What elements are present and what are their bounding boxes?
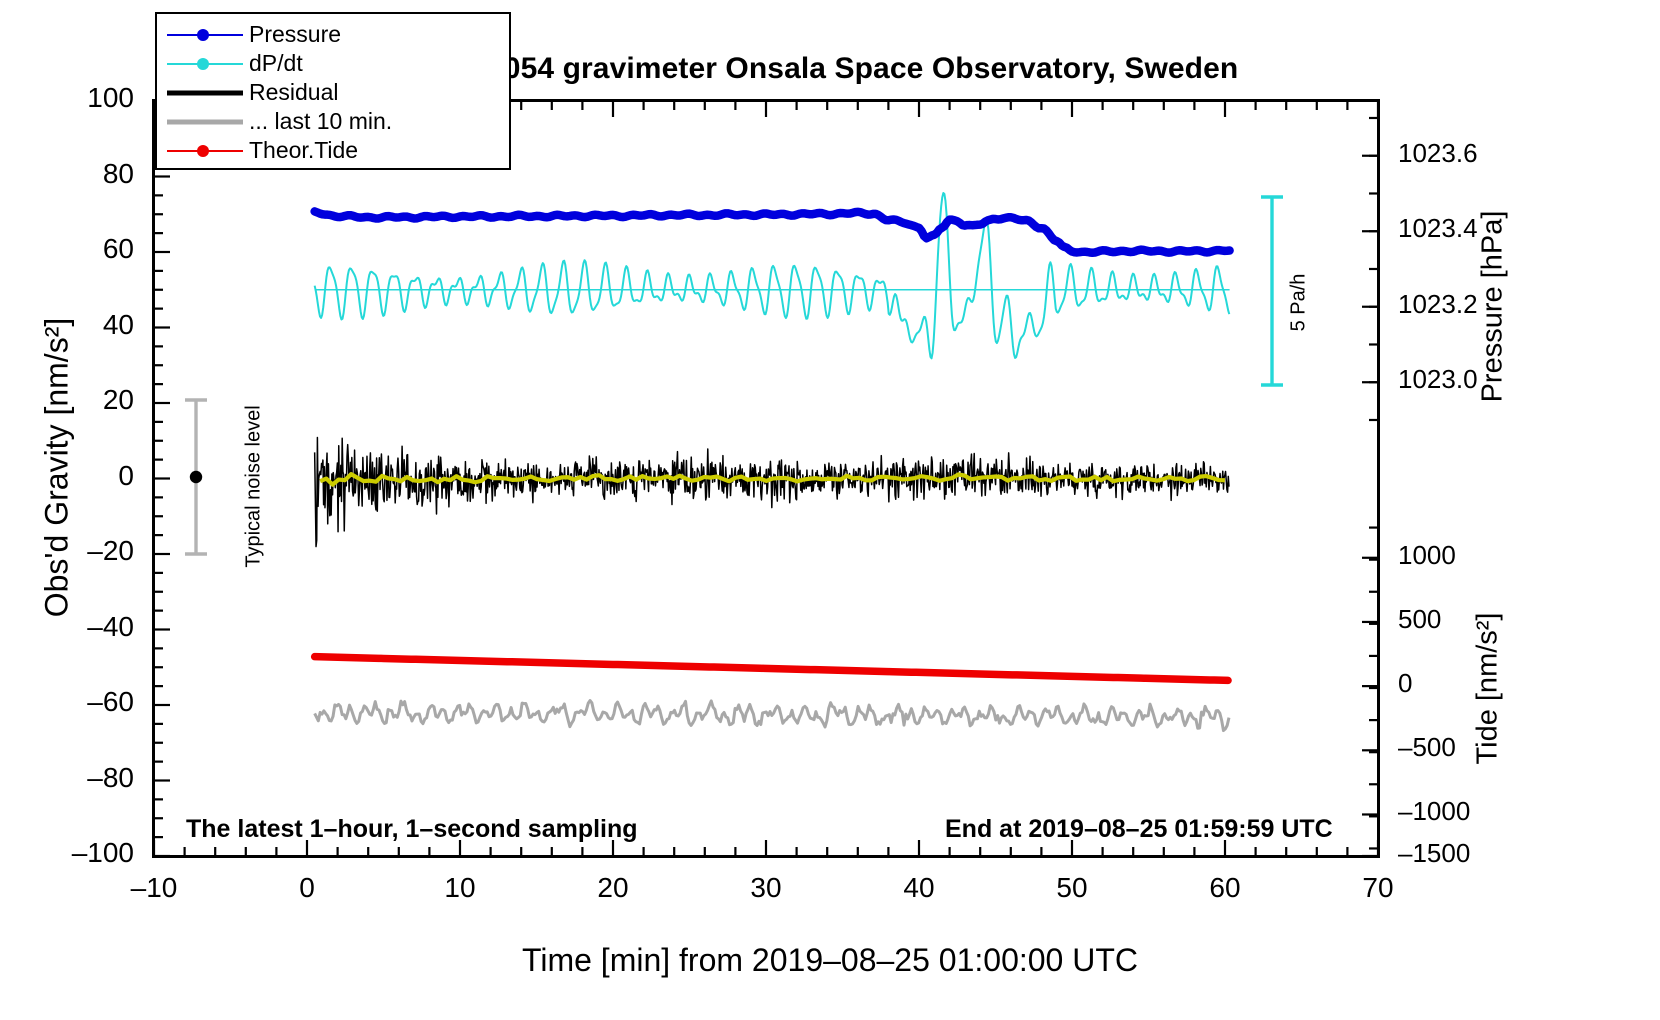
- y-left-tick-label: 20: [102, 384, 134, 415]
- x-tick-label: –10: [130, 872, 178, 903]
- x-tick-label: 0: [299, 872, 315, 903]
- y-left-tick-label: –40: [87, 610, 134, 642]
- pressure-tick-label: 1023.6: [1398, 137, 1478, 168]
- tide-tick-label: –500: [1398, 732, 1456, 763]
- legend-marker-icon: [197, 144, 209, 157]
- plot-frame: [152, 99, 1380, 858]
- tide-tick-label: 1000: [1398, 539, 1456, 570]
- x-axis-ticks: [152, 101, 1380, 856]
- y-left-tick-label: 40: [102, 308, 134, 340]
- tide-tick-label: 0: [1398, 668, 1413, 699]
- x-tick-label: 50: [1056, 872, 1088, 903]
- series-dpdt: [313, 192, 1231, 360]
- tide-tick-label: 500: [1398, 603, 1442, 634]
- legend-swatch-1: [157, 49, 249, 78]
- y-left-tick-label: 0: [118, 459, 134, 491]
- series-residual-smoothed: [319, 472, 1225, 487]
- legend-swatch-4: [157, 136, 249, 165]
- y-left-tick-label: 100: [87, 82, 134, 113]
- legend-label-3: ... last 10 min.: [249, 108, 393, 134]
- x-axis-title: Time [min] from 2019–08–25 01:00:00 UTC: [521, 942, 1138, 978]
- series-residual: [313, 436, 1230, 548]
- y-left-tick-label: –60: [87, 686, 134, 717]
- y-left-tick-label: 80: [102, 157, 134, 189]
- typical-noise-level-label: Typical noise level: [242, 405, 265, 568]
- legend-item-0: Pressure: [157, 20, 509, 49]
- legend-item-1: dP/dt: [157, 49, 509, 78]
- y-left-tick-label: –80: [87, 761, 134, 793]
- legend-marker-icon: [197, 57, 209, 70]
- legend-label-1: dP/dt: [249, 50, 303, 76]
- tide-tick-label: –1500: [1398, 838, 1471, 868]
- x-tick-label: 70: [1362, 872, 1394, 903]
- legend-label-0: Pressure: [249, 21, 342, 47]
- page-title: SCG_054 gravimeter Onsala Space Observat…: [421, 52, 1239, 85]
- y-left-tick-label: 60: [102, 233, 134, 264]
- legend-swatch-0: [157, 20, 249, 49]
- series-pressure: [310, 207, 1234, 257]
- y-axis-right-ticks: [1362, 116, 1378, 858]
- y-axis-left-ticks: [154, 99, 170, 858]
- legend-label-4: Theor.Tide: [249, 137, 359, 163]
- tide-tick-label: –1000: [1398, 796, 1471, 827]
- pressure-tick-label: 1023.2: [1398, 288, 1478, 319]
- pressure-tick-label: 1023.4: [1398, 213, 1478, 244]
- legend-item-3: ... last 10 min.: [157, 107, 509, 136]
- legend-label-2: Residual: [249, 79, 339, 105]
- note-end-time: End at 2019–08–25 01:59:59 UTC: [945, 815, 1333, 843]
- x-tick-label: 40: [903, 872, 935, 903]
- y-left-tick-label: –20: [87, 535, 134, 566]
- note-sampling: The latest 1–hour, 1–second sampling: [186, 815, 638, 843]
- legend-marker-icon: [197, 28, 209, 41]
- pressure-tick-label: 1023.0: [1398, 364, 1478, 395]
- legend-swatch-3: [157, 107, 249, 136]
- x-tick-label: 60: [1209, 872, 1241, 903]
- legend-item-4: Theor.Tide: [157, 136, 509, 165]
- scale-bar-label: 5 Pa/h: [1287, 273, 1310, 332]
- typical-noise-level-bar: [185, 398, 207, 556]
- pressure-rate-scale-bar: [1261, 195, 1283, 387]
- series-theor-tide: [310, 652, 1232, 685]
- legend-line-icon: [167, 90, 243, 95]
- legend-item-2: Residual: [157, 78, 509, 107]
- x-tick-label: 30: [750, 872, 782, 903]
- x-tick-label: 20: [597, 872, 629, 903]
- y-left-tick-label: –100: [71, 837, 134, 868]
- legend-swatch-2: [157, 78, 249, 107]
- legend-line-icon: [167, 119, 243, 124]
- series-last-10-min: [313, 699, 1231, 733]
- x-tick-label: 10: [444, 872, 476, 903]
- legend: Pressure dP/dt Residual ... last 10 min. The…: [155, 12, 511, 170]
